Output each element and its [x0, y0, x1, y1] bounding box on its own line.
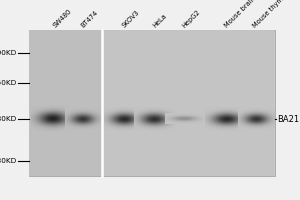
Text: HepG2: HepG2: [182, 9, 202, 29]
Text: Mouse brain: Mouse brain: [224, 0, 256, 29]
Text: BA21B: BA21B: [278, 114, 300, 123]
Text: HeLa: HeLa: [152, 13, 168, 29]
Text: 250KD: 250KD: [0, 80, 16, 86]
Text: Mouse thymus: Mouse thymus: [252, 0, 290, 29]
Text: 130KD: 130KD: [0, 158, 16, 164]
Text: 300KD: 300KD: [0, 50, 16, 56]
Text: 180KD: 180KD: [0, 116, 16, 122]
Bar: [28, 30, 102, 176]
Text: BT474: BT474: [80, 10, 99, 29]
Bar: [103, 30, 274, 176]
Text: SW480: SW480: [52, 8, 72, 29]
Text: SKOV3: SKOV3: [122, 9, 141, 29]
Bar: [28, 30, 274, 176]
